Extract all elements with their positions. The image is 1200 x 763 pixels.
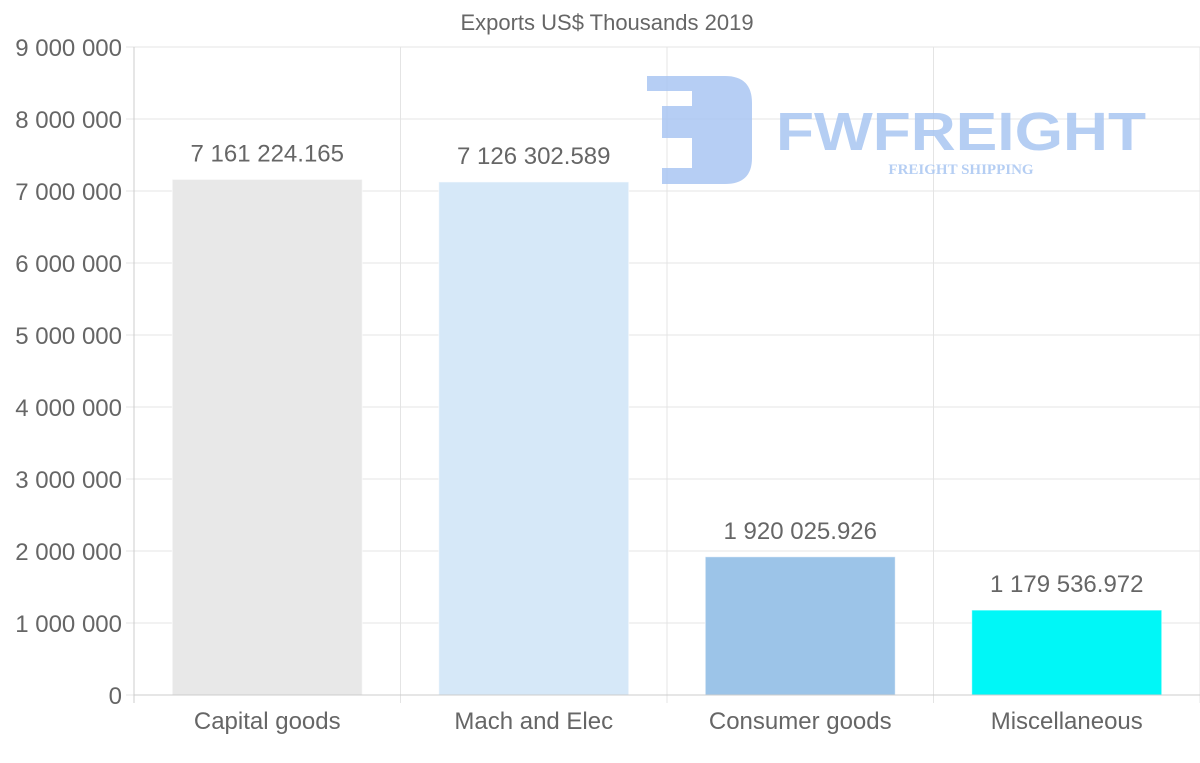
x-tick-label: Consumer goods bbox=[709, 708, 892, 735]
y-tick-label: 7 000 000 bbox=[15, 179, 122, 206]
bar-consumer-goods bbox=[704, 556, 896, 696]
watermark-tagline: FREIGHT SHIPPING bbox=[888, 162, 1033, 178]
logo-mark-icon bbox=[647, 76, 752, 184]
y-tick-label: 5 000 000 bbox=[15, 323, 122, 350]
y-tick-label: 8 000 000 bbox=[15, 107, 122, 134]
bar-capital-goods bbox=[171, 178, 363, 696]
x-tick-label: Miscellaneous bbox=[991, 708, 1143, 735]
chart-title: Exports US$ Thousands 2019 bbox=[460, 10, 753, 35]
bar-miscellaneous bbox=[971, 609, 1163, 696]
x-tick-label: Capital goods bbox=[194, 708, 341, 735]
bars bbox=[171, 178, 1163, 696]
data-label: 7 126 302.589 bbox=[457, 143, 610, 170]
x-tick-label: Mach and Elec bbox=[454, 708, 613, 735]
watermark-logo: FWFREIGHT FREIGHT SHIPPING bbox=[647, 76, 1146, 184]
bar-mach-and-elec bbox=[438, 181, 630, 696]
y-tick-label: 0 bbox=[109, 683, 122, 710]
y-tick-label: 4 000 000 bbox=[15, 395, 122, 422]
y-tick-label: 9 000 000 bbox=[15, 35, 122, 62]
y-tick-label: 6 000 000 bbox=[15, 251, 122, 278]
data-label: 7 161 224.165 bbox=[191, 140, 344, 167]
data-label: 1 179 536.972 bbox=[990, 571, 1143, 598]
y-tick-label: 2 000 000 bbox=[15, 539, 122, 566]
watermark-brand: FWFREIGHT bbox=[776, 102, 1146, 162]
y-tick-label: 1 000 000 bbox=[15, 611, 122, 638]
y-tick-label: 3 000 000 bbox=[15, 467, 122, 494]
data-label: 1 920 025.926 bbox=[724, 518, 877, 545]
axes: 0 1 000 000 2 000 000 3 000 000 4 000 000 5 0… bbox=[15, 35, 1200, 735]
value-labels: 7 161 224.165 7 126 302.589 1 920 025.926 1… bbox=[191, 140, 1144, 598]
